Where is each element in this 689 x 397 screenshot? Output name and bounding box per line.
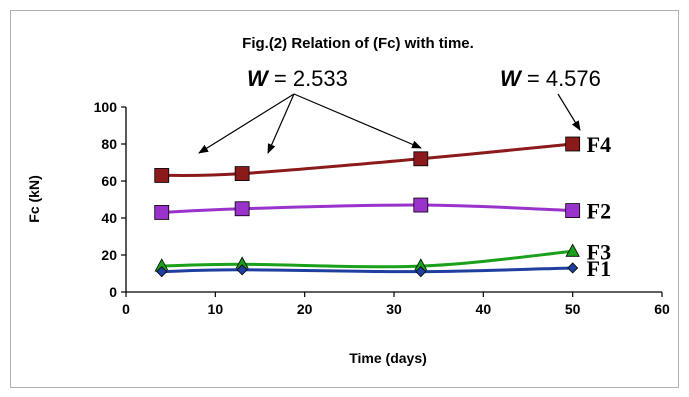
y-axis-title: Fc (kN) bbox=[26, 175, 42, 222]
annotation-w-4576: W = 4.576 bbox=[500, 66, 601, 131]
data-point-f4 bbox=[565, 136, 581, 152]
series-line-f2 bbox=[161, 203, 573, 214]
data-point-f1 bbox=[236, 264, 248, 276]
data-point-f2 bbox=[154, 205, 170, 220]
data-point-f1 bbox=[567, 262, 579, 274]
x-tick-label: 10 bbox=[208, 301, 224, 317]
data-point-f2 bbox=[234, 201, 250, 217]
series-line-f1 bbox=[161, 266, 573, 274]
series-line-f4 bbox=[161, 142, 573, 177]
x-tick-label: 0 bbox=[122, 301, 130, 317]
data-point-f4 bbox=[234, 166, 250, 182]
x-tick-label: 50 bbox=[565, 301, 581, 317]
x-tick-label: 20 bbox=[297, 301, 313, 317]
svg-text:W = 4.576: W = 4.576 bbox=[500, 66, 601, 91]
y-tick-label: 40 bbox=[101, 210, 117, 226]
annotation-value: = 2.533 bbox=[268, 66, 348, 91]
x-tick-label: 40 bbox=[476, 301, 492, 317]
y-tick-label: 0 bbox=[109, 284, 117, 300]
series-label-f1: F1 bbox=[587, 256, 611, 281]
annotation-arrow bbox=[267, 93, 295, 154]
data-point-f4 bbox=[154, 168, 170, 183]
annotation-arrow bbox=[557, 93, 581, 131]
annotation-arrow bbox=[293, 93, 422, 149]
x-tick-label: 60 bbox=[654, 301, 670, 317]
series-label-f2: F2 bbox=[587, 199, 611, 224]
series-line-f3 bbox=[161, 249, 573, 269]
annotation-value: = 4.576 bbox=[521, 66, 601, 91]
data-point-f2 bbox=[565, 203, 581, 219]
annotation-arrow bbox=[198, 93, 295, 154]
data-point-f2 bbox=[413, 197, 429, 213]
y-tick-label: 20 bbox=[101, 247, 117, 263]
line-chart: Fig.(2) Relation of (Fc) with time. 0 20 4… bbox=[26, 35, 670, 366]
x-tick-label: 30 bbox=[386, 301, 402, 317]
ticks: 0 20 40 60 80 100 0 10 20 30 40 50 60 bbox=[94, 99, 670, 317]
annotation-w-2533: W = 2.533 bbox=[198, 66, 422, 154]
annotation-w-symbol: W bbox=[247, 66, 270, 91]
x-axis-title: Time (days) bbox=[349, 350, 427, 366]
y-tick-label: 80 bbox=[101, 136, 117, 152]
chart-title: Fig.(2) Relation of (Fc) with time. bbox=[242, 35, 474, 52]
y-tick-label: 100 bbox=[94, 99, 118, 115]
annotation-w-symbol: W bbox=[500, 66, 523, 91]
chart-frame: Fig.(2) Relation of (Fc) with time. 0 20 4… bbox=[10, 10, 679, 388]
svg-text:W = 2.533: W = 2.533 bbox=[247, 66, 348, 91]
series-layer bbox=[154, 136, 581, 278]
data-point-f4 bbox=[413, 151, 429, 167]
y-tick-label: 60 bbox=[101, 173, 117, 189]
data-point-f1 bbox=[156, 266, 168, 278]
series-label-f3: F3 bbox=[587, 239, 611, 264]
series-label-f4: F4 bbox=[587, 132, 611, 157]
data-point-f1 bbox=[415, 266, 427, 278]
data-point-f3 bbox=[565, 243, 580, 257]
